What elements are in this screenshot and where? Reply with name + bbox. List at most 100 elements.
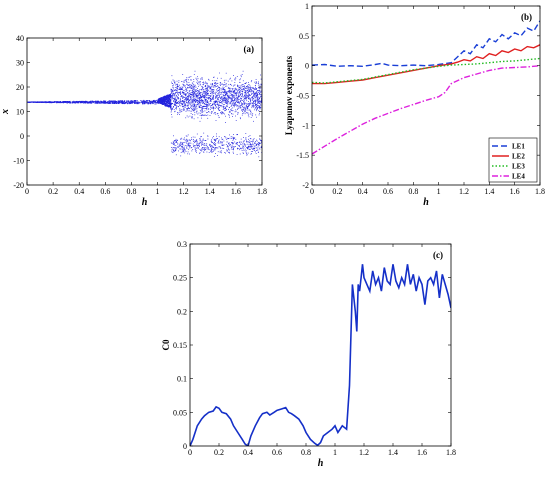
- scatter-point: [219, 88, 221, 89]
- scatter-point: [60, 101, 62, 103]
- scatter-point: [174, 90, 176, 92]
- scatter-point: [176, 105, 178, 107]
- scatter-point: [242, 109, 243, 111]
- scatter-point: [246, 143, 248, 145]
- scatter-point: [171, 90, 173, 92]
- scatter-point: [190, 107, 192, 108]
- scatter-point: [249, 89, 251, 91]
- scatter-point: [201, 140, 203, 142]
- scatter-point: [162, 99, 164, 101]
- scatter-point: [213, 98, 215, 100]
- scatter-point: [257, 92, 258, 94]
- scatter-point: [246, 141, 248, 143]
- scatter-point: [48, 102, 49, 103]
- scatter-point: [178, 98, 179, 99]
- scatter-point: [163, 102, 165, 104]
- scatter-point: [114, 101, 116, 103]
- scatter-point: [192, 83, 194, 85]
- scatter-point: [182, 147, 184, 148]
- scatter-point: [222, 94, 224, 95]
- scatter-point: [168, 100, 170, 102]
- scatter-point: [169, 101, 170, 103]
- scatter-point: [226, 85, 228, 87]
- scatter-point: [162, 103, 164, 104]
- scatter-point: [72, 102, 74, 104]
- scatter-point: [212, 107, 214, 109]
- scatter-point: [250, 103, 251, 105]
- scatter-point: [237, 148, 239, 149]
- scatter-point: [134, 100, 136, 101]
- scatter-point: [205, 101, 206, 103]
- scatter-point: [252, 90, 254, 92]
- scatter-point: [223, 99, 224, 101]
- scatter-point: [209, 88, 211, 90]
- scatter-point: [173, 135, 174, 137]
- scatter-point: [211, 112, 212, 114]
- scatter-point: [194, 89, 196, 91]
- scatter-point: [200, 149, 201, 151]
- scatter-point: [182, 103, 183, 105]
- scatter-point: [162, 100, 163, 102]
- scatter-point: [191, 106, 193, 108]
- scatter-point: [224, 81, 226, 83]
- scatter-point: [256, 92, 258, 94]
- scatter-point: [179, 104, 180, 106]
- scatter-point: [208, 92, 209, 94]
- scatter-point: [73, 101, 75, 103]
- scatter-point: [42, 101, 44, 103]
- scatter-point: [175, 140, 176, 142]
- scatter-point: [213, 136, 214, 137]
- scatter-point: [182, 100, 184, 102]
- scatter-point: [193, 146, 194, 147]
- scatter-point: [242, 84, 244, 85]
- scatter-point: [256, 110, 257, 112]
- x-tick-label: 0.2: [332, 187, 342, 196]
- scatter-point: [256, 81, 257, 83]
- scatter-point: [193, 118, 195, 120]
- scatter-point: [80, 101, 82, 102]
- scatter-point: [225, 94, 226, 96]
- scatter-point: [241, 104, 243, 105]
- scatter-point: [237, 96, 239, 98]
- scatter-point: [130, 100, 131, 102]
- scatter-point: [88, 102, 89, 103]
- scatter-point: [197, 98, 199, 100]
- scatter-point: [195, 96, 197, 98]
- scatter-point: [221, 111, 223, 112]
- scatter-point: [179, 100, 181, 102]
- scatter-point: [206, 93, 208, 94]
- scatter-point: [256, 95, 258, 96]
- scatter-point: [95, 102, 97, 104]
- scatter-point: [152, 102, 154, 104]
- scatter-point: [103, 101, 105, 103]
- scatter-point: [160, 101, 162, 102]
- scatter-point: [252, 151, 253, 152]
- scatter-point: [210, 99, 212, 101]
- scatter-point: [59, 102, 61, 104]
- scatter-point: [259, 107, 261, 109]
- scatter-point: [173, 141, 175, 143]
- scatter-point: [238, 99, 240, 100]
- scatter-point: [105, 100, 107, 102]
- scatter-point: [182, 96, 184, 98]
- scatter-point: [170, 101, 172, 102]
- scatter-point: [124, 101, 125, 103]
- scatter-point: [183, 92, 185, 94]
- scatter-point: [196, 97, 198, 98]
- scatter-point: [141, 101, 142, 103]
- scatter-point: [212, 137, 213, 139]
- scatter-point: [243, 89, 244, 91]
- scatter-point: [193, 104, 194, 106]
- scatter-point: [244, 111, 246, 113]
- panel-label: (c): [433, 250, 443, 260]
- axes-frame: [26, 37, 263, 186]
- scatter-point: [255, 85, 256, 86]
- scatter-point: [254, 107, 256, 109]
- scatter-point: [217, 77, 218, 79]
- scatter-point: [225, 92, 227, 94]
- scatter-point: [192, 149, 194, 150]
- scatter-point: [218, 108, 219, 109]
- scatter-point: [187, 145, 189, 146]
- scatter-point: [236, 101, 238, 102]
- scatter-point: [175, 92, 176, 94]
